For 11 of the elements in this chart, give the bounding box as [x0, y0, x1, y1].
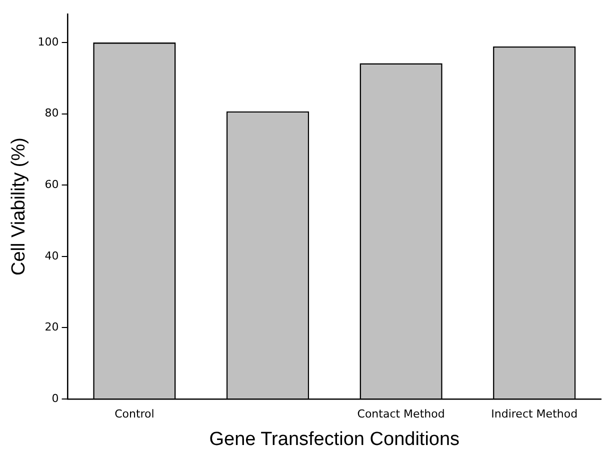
x-axis-title: Gene Transfection Conditions [209, 428, 460, 450]
y-tick-label: 0 [52, 392, 59, 405]
y-tick-label: 100 [38, 35, 59, 48]
x-tick-label: Indirect Method [491, 407, 578, 420]
y-tick-label: 40 [44, 249, 59, 262]
x-tick-label: Contact Method [357, 407, 445, 420]
y-axis-title: Cell Viability (%) [8, 138, 30, 276]
y-tick-label: 60 [44, 178, 59, 191]
y-tick-label: 80 [44, 106, 59, 120]
y-tick-label: 20 [44, 320, 59, 334]
x-tick-label: Control [114, 407, 154, 420]
